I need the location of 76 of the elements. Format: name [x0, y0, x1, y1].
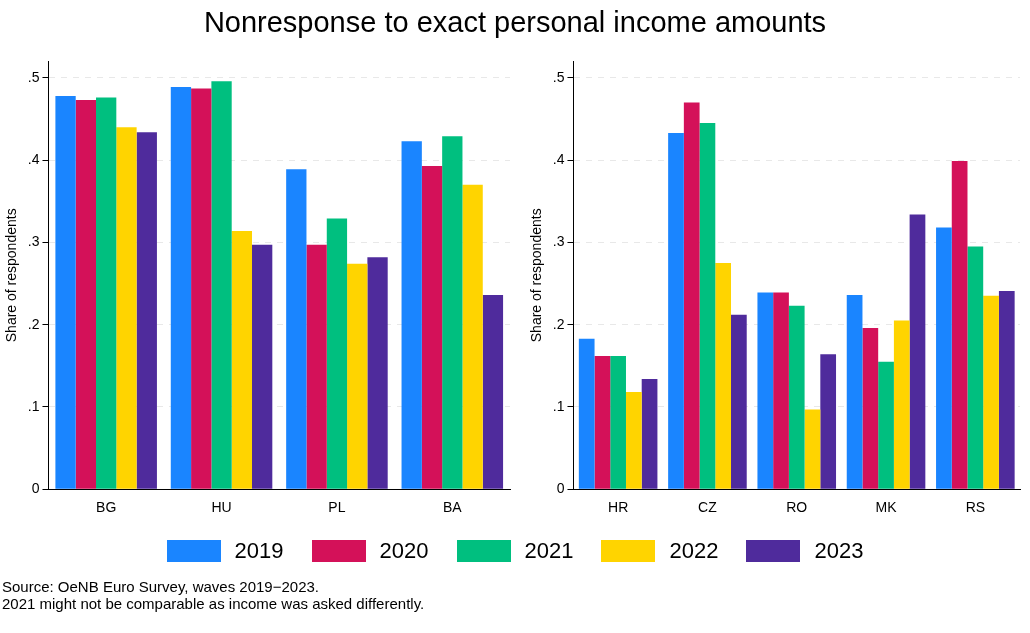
y-axis-title: Share of respondents — [3, 208, 20, 343]
y-tick-label: .4 — [552, 150, 565, 167]
x-tick-label: BG — [96, 499, 117, 516]
bar — [462, 184, 483, 489]
legend-label: 2021 — [524, 538, 574, 564]
bar — [788, 305, 805, 489]
bar — [594, 355, 611, 489]
bar — [116, 127, 137, 489]
bar — [715, 262, 732, 489]
bar — [75, 100, 97, 489]
y-tick-label: .3 — [27, 233, 40, 250]
bar — [983, 295, 999, 489]
bar — [326, 218, 348, 489]
y-tick-label: .2 — [552, 315, 565, 332]
legend-label: 2023 — [814, 538, 864, 564]
x-tick-label: CZ — [698, 499, 718, 516]
bar — [773, 292, 789, 489]
bar — [804, 409, 821, 489]
y-tick-label: .5 — [552, 68, 565, 85]
text: 2021 might not be comparable as income was asked differently. — [2, 595, 426, 612]
bar — [482, 295, 504, 489]
bar — [757, 292, 774, 489]
y-tick-label: .3 — [552, 233, 565, 250]
bar — [211, 81, 232, 489]
bar — [641, 378, 658, 489]
bar — [967, 246, 984, 489]
bar — [610, 355, 626, 489]
bar — [951, 160, 968, 489]
bar — [820, 354, 837, 489]
bar — [170, 86, 192, 489]
bar — [699, 123, 716, 489]
y-tick-label: .2 — [27, 315, 40, 332]
x-tick-label: BA — [442, 499, 463, 516]
bar — [347, 263, 368, 489]
y-tick-label: 0 — [556, 480, 565, 497]
bar — [909, 214, 926, 489]
legend-label: 2022 — [669, 538, 719, 564]
bar — [421, 165, 443, 489]
y-tick-label: .1 — [552, 397, 565, 414]
bar — [252, 244, 273, 489]
bar — [936, 227, 952, 489]
legend-label: 2020 — [379, 538, 429, 564]
y-axis-title: Share of respondents — [528, 208, 545, 343]
y-tick-label: 0 — [31, 480, 40, 497]
bar — [55, 95, 76, 489]
bar — [846, 295, 863, 489]
bar — [862, 327, 879, 489]
x-tick-label: PL — [328, 499, 346, 516]
bar — [731, 314, 747, 489]
x-tick-label: RO — [786, 499, 808, 516]
bar — [191, 88, 212, 489]
bar — [231, 230, 253, 489]
bar — [367, 257, 388, 489]
chart-title: Nonresponse to exact personal income amounts — [202, 5, 828, 40]
bar — [878, 361, 894, 489]
bar — [625, 392, 642, 489]
x-tick-label: RS — [965, 499, 986, 516]
bar — [668, 132, 684, 489]
y-tick-label: .1 — [27, 397, 40, 414]
y-tick-label: .5 — [27, 68, 40, 85]
bar — [306, 244, 327, 489]
bar — [401, 141, 422, 489]
y-tick-label: .4 — [27, 150, 40, 167]
bar — [893, 320, 910, 489]
legend-label: 2019 — [234, 538, 284, 564]
x-tick-label: HU — [211, 499, 232, 516]
x-tick-label: MK — [875, 499, 898, 516]
bar — [442, 136, 463, 489]
bar — [96, 97, 117, 489]
x-tick-label: HR — [608, 499, 629, 516]
bar — [578, 338, 595, 489]
source-note: Source: OeNB Euro Survey, waves 2019−2023. — [2, 578, 320, 595]
bar — [683, 102, 700, 489]
bar — [286, 169, 307, 489]
bar — [998, 290, 1015, 489]
bar — [136, 132, 157, 489]
